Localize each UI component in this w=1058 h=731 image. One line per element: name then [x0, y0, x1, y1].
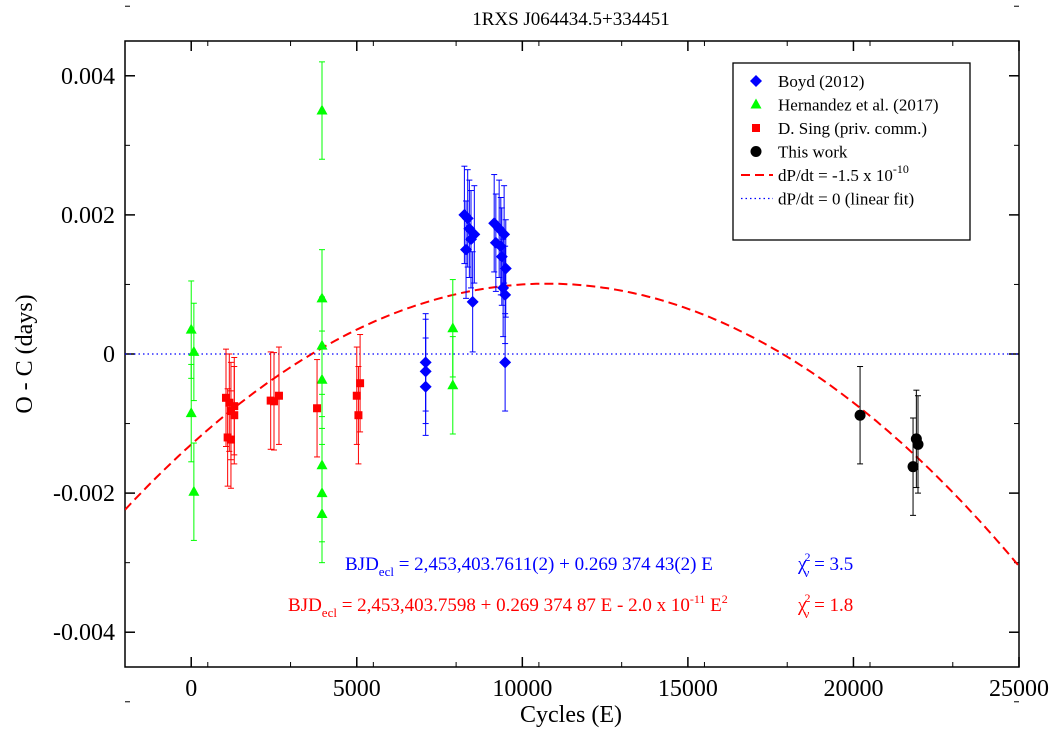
eq-main: BJD: [345, 554, 379, 575]
data-point: [468, 228, 481, 241]
data-point: [447, 379, 459, 390]
data-point: [460, 243, 473, 256]
chi-superscript: 2: [804, 591, 810, 605]
data-point: [466, 295, 479, 308]
data-point: [188, 485, 200, 496]
data-point: [499, 356, 512, 369]
data-point: [230, 411, 239, 420]
data-point: [356, 379, 365, 388]
data-point: [352, 391, 361, 400]
y-tick-label: 0.002: [61, 203, 115, 229]
legend-marker: [750, 98, 762, 109]
legend-label: This work: [778, 143, 848, 162]
eq-body: = 2,453,403.7611(2) + 0.269 374 43(2) E: [394, 554, 713, 575]
data-point: [185, 323, 197, 334]
legend-label: Boyd (2012): [778, 72, 864, 91]
y-tick-label: 0: [103, 342, 115, 368]
legend-superscript: -10: [893, 162, 909, 176]
chi-superscript: 2: [804, 550, 810, 564]
data-point: [316, 373, 328, 384]
annotations: BJDecl = 2,453,403.7611(2) + 0.269 374 4…: [288, 550, 853, 621]
data-point: [270, 397, 278, 406]
data-point: [221, 393, 230, 402]
data-point: [499, 288, 512, 301]
legend-label: D. Sing (priv. comm.): [778, 119, 927, 138]
chart-title: 1RXS J064434.5+334451: [472, 9, 670, 30]
x-tick-label: 5000: [333, 676, 381, 702]
curves-group: [125, 282, 1019, 567]
data-point: [225, 398, 234, 407]
y-tick-label: -0.004: [53, 620, 115, 646]
chi-symbol: χ: [797, 554, 807, 575]
legend-label: dP/dt = -1.5 x 10-10: [778, 162, 909, 185]
chi-square-label: χ2 ν = 3.5: [797, 550, 853, 580]
legend-box: [732, 62, 971, 241]
x-tick-label: 25000: [989, 676, 1049, 702]
legend: Boyd (2012) Hernandez et al. (2017) D. Sin…: [732, 62, 971, 241]
data-point: [313, 404, 322, 413]
series-square: [221, 334, 365, 489]
legend-marker: [750, 146, 762, 157]
x-tick-label: 20000: [823, 676, 883, 702]
y-tick-label: -0.002: [53, 481, 115, 507]
chi-subscript: ν: [803, 565, 809, 580]
eq-superscript: 2: [722, 592, 728, 606]
data-point: [354, 411, 363, 420]
eq-superscript: -11: [690, 592, 706, 606]
eq-tail: E: [705, 595, 721, 616]
data-point: [854, 409, 866, 421]
data-point: [226, 435, 235, 444]
fit-equation: BJDecl = 2,453,403.7611(2) + 0.269 374 4…: [345, 554, 713, 579]
legend-label: Hernandez et al. (2017): [778, 96, 938, 115]
eq-body: = 2,453,403.7598 + 0.269 374 87 E - 2.0 …: [337, 595, 690, 616]
data-point: [907, 461, 919, 473]
quadratic-fit-curve: [125, 282, 1019, 567]
chi-symbol: χ: [797, 595, 807, 616]
data-point: [447, 322, 459, 333]
chi-value: = 1.8: [809, 595, 853, 616]
data-point: [499, 262, 512, 275]
chi-subscript: ν: [803, 606, 809, 621]
x-axis-title: Cycles (E): [520, 702, 622, 728]
data-point: [498, 228, 511, 241]
x-tick-label: 15000: [658, 676, 718, 702]
plot-area: 0 5000 10000 15000 20000 25000 0.004 0.002 0 -0.0…: [53, 5, 1049, 703]
eq-subscript: ecl: [322, 605, 338, 620]
data-point: [419, 380, 432, 393]
series-triangle: [185, 61, 459, 564]
data-point: [912, 438, 924, 450]
legend-label: dP/dt = 0 (linear fit): [778, 190, 914, 209]
data-point: [185, 407, 197, 418]
series-circle: [854, 366, 924, 516]
fit-equation: BJDecl = 2,453,403.7598 + 0.269 374 87 E…: [288, 592, 728, 620]
legend-marker: [752, 124, 760, 132]
y-tick-label: 0.004: [61, 64, 115, 90]
x-tick-label: 10000: [492, 676, 552, 702]
data-point: [316, 507, 328, 518]
legend-marker: [750, 75, 762, 87]
data-point: [274, 391, 283, 400]
eq-main: BJD: [288, 595, 322, 616]
chi-square-label: χ2 ν = 1.8: [797, 591, 853, 621]
chi-value: = 3.5: [809, 554, 853, 575]
x-tick-label: 0: [185, 676, 197, 702]
series-diamond: [419, 165, 512, 436]
data-point: [316, 104, 328, 115]
data-point: [188, 345, 200, 356]
y-axis-title: O - C (days): [12, 294, 38, 413]
eq-subscript: ecl: [379, 564, 395, 579]
